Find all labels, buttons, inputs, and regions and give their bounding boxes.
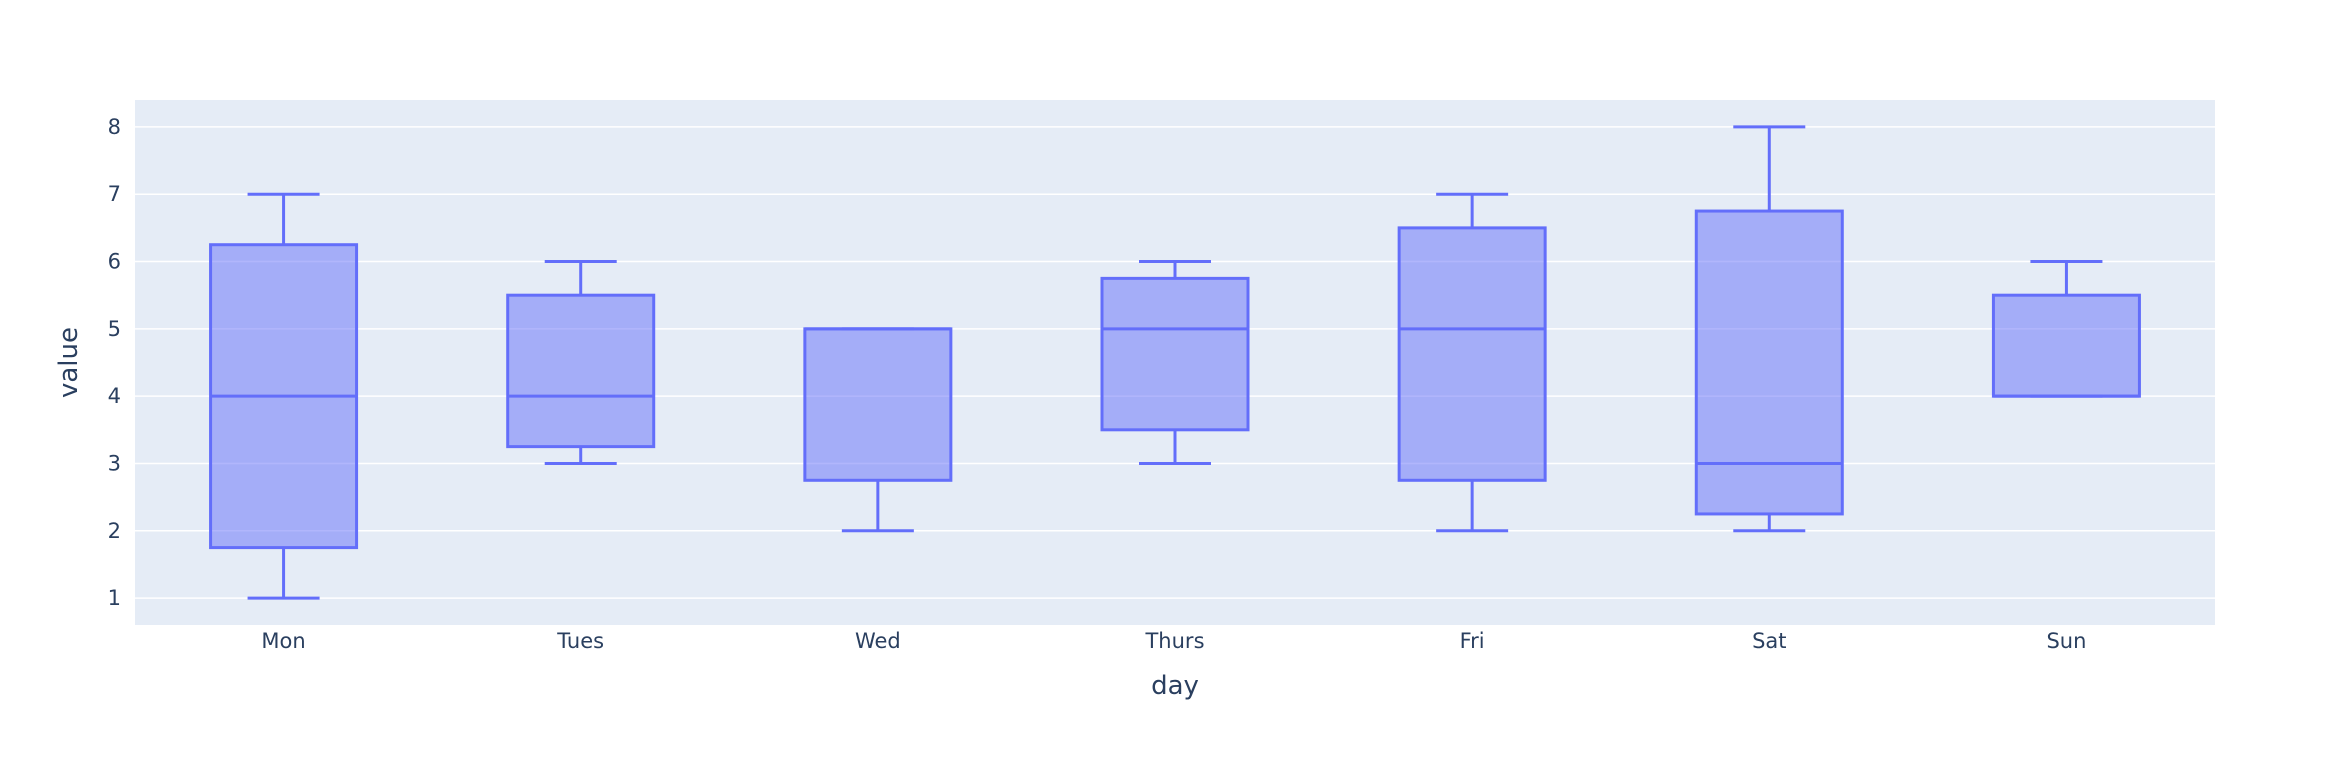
box-wed: [803, 327, 953, 533]
iqr-box: [1100, 276, 1250, 432]
boxes: [209, 125, 2141, 600]
iqr-box: [803, 327, 953, 482]
x-tick-label: Sun: [2046, 629, 2086, 653]
y-tick-label: 1: [108, 586, 121, 610]
y-tick-labels: 1 2 3 4 5 6 7 8: [108, 115, 121, 610]
box-sat: [1694, 125, 1844, 533]
x-tick-label: Sat: [1752, 629, 1786, 653]
x-tick-label: Thurs: [1144, 629, 1204, 653]
box-tues: [506, 260, 656, 465]
iqr-box: [1397, 226, 1547, 482]
iqr-box: [1694, 209, 1844, 516]
x-tick-labels: Mon Tues Wed Thurs Fri Sat Sun: [261, 629, 2086, 653]
x-tick-label: Tues: [556, 629, 604, 653]
iqr-box: [1991, 293, 2141, 398]
y-tick-label: 6: [108, 250, 121, 274]
y-tick-label: 5: [108, 317, 121, 341]
box-mon: [209, 192, 359, 600]
iqr-box: [506, 293, 656, 449]
box-sun: [1991, 260, 2141, 398]
y-tick-label: 8: [108, 115, 121, 139]
y-tick-label: 3: [108, 451, 121, 475]
y-tick-label: 2: [108, 519, 121, 543]
y-axis-title: value: [54, 327, 84, 398]
box-fri: [1397, 192, 1547, 533]
x-tick-label: Fri: [1460, 629, 1485, 653]
x-axis-title: day: [1151, 671, 1199, 701]
y-tick-label: 4: [108, 384, 121, 408]
x-tick-label: Mon: [261, 629, 305, 653]
x-tick-label: Wed: [855, 629, 901, 653]
y-tick-label: 7: [108, 182, 121, 206]
box-thurs: [1100, 260, 1250, 465]
